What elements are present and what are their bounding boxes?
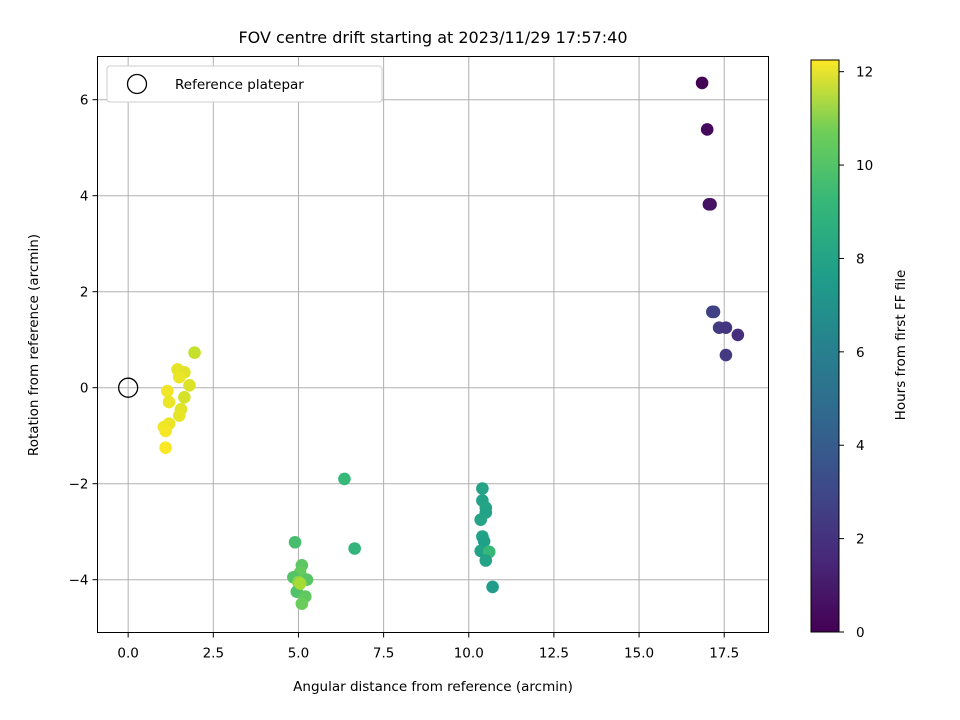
data-point [172, 370, 186, 384]
plot-area-frame [97, 56, 769, 633]
y-tick-label: −2 [69, 477, 89, 493]
legend-box [106, 65, 383, 103]
colorbar: 0 2 4 6 8 10 12 Hours from first FF file [810, 59, 909, 641]
x-tick-label: 2.5 [203, 646, 224, 662]
y-tick-label: 4 [80, 189, 89, 205]
x-axis-label: Angular distance from reference (arcmin) [293, 679, 573, 695]
data-point [474, 513, 487, 526]
data-point [707, 305, 721, 319]
data-point [178, 391, 191, 404]
y-axis-ticks: −4 −2 0 2 4 6 [69, 93, 98, 589]
data-point [338, 472, 351, 486]
x-tick-label: 12.5 [539, 646, 569, 662]
data-point [172, 409, 186, 422]
data-point [161, 384, 174, 398]
legend: Reference platepar [106, 65, 383, 103]
y-axis-label: Rotation from reference (arcmin) [26, 234, 42, 456]
grid-lines [97, 56, 769, 633]
x-axis-ticks: 0.0 2.5 5.0 7.5 10.0 12.5 15.0 17.5 [117, 632, 739, 662]
x-tick-label: 10.0 [454, 646, 484, 662]
legend-marker-reference [126, 73, 148, 95]
colorbar-tick-label: 10 [856, 158, 873, 174]
reference-platepar-marker [118, 377, 139, 398]
colorbar-label: Hours from first FF file [893, 270, 909, 421]
x-tick-label: 7.5 [373, 646, 394, 662]
data-point [476, 482, 489, 495]
colorbar-gradient [810, 59, 840, 633]
data-point [159, 441, 172, 455]
x-tick-label: 17.5 [709, 646, 739, 662]
data-point [288, 535, 302, 549]
y-tick-label: 6 [80, 93, 89, 109]
x-tick-label: 0.0 [117, 646, 138, 662]
colorbar-tick-label: 8 [856, 251, 865, 267]
colorbar-tick-label: 12 [856, 65, 873, 81]
x-tick-label: 5.0 [288, 646, 309, 662]
colorbar-tick-label: 0 [856, 625, 865, 641]
y-tick-label: 0 [80, 381, 89, 397]
data-point [695, 76, 709, 90]
data-point [183, 379, 196, 392]
chart-title: FOV centre drift starting at 2023/11/29 … [238, 28, 627, 47]
x-tick-label: 15.0 [624, 646, 654, 662]
data-point [486, 580, 499, 594]
data-point [348, 542, 361, 555]
y-tick-label: −4 [69, 573, 89, 589]
colorbar-tick-label: 6 [856, 345, 865, 361]
data-point [719, 321, 733, 335]
data-point [295, 597, 309, 610]
data-point [188, 346, 201, 359]
colorbar-ticks: 0 2 4 6 8 10 12 [839, 65, 873, 641]
legend-label-reference: Reference platepar [175, 77, 304, 93]
y-tick-label: 2 [80, 285, 89, 301]
data-point [477, 535, 491, 548]
colorbar-tick-label: 4 [856, 438, 865, 454]
data-point [704, 198, 717, 211]
data-point [479, 554, 493, 567]
data-point [159, 424, 172, 438]
data-point [719, 348, 733, 362]
data-point [162, 395, 176, 409]
data-point [700, 123, 714, 136]
colorbar-tick-label: 2 [856, 532, 865, 548]
data-point [293, 577, 307, 590]
data-points [157, 76, 745, 610]
data-point [731, 328, 745, 342]
